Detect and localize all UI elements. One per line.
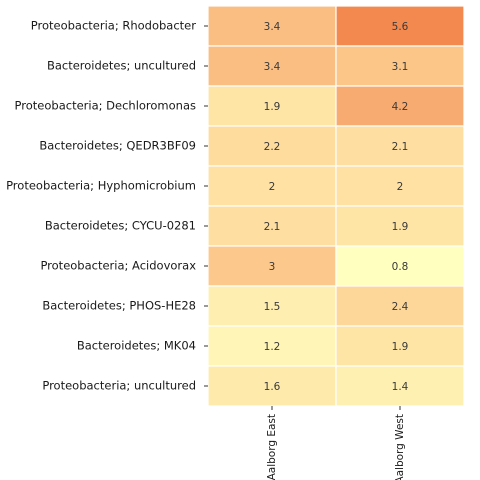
cell-value-label: 1.4 [392, 381, 409, 393]
heatmap-cell [207, 45, 337, 87]
cell-value-label: 1.9 [392, 221, 409, 233]
cell-value-label: 1.2 [264, 341, 281, 353]
heatmap-cell [335, 45, 465, 87]
cell-value-label: 3.4 [264, 61, 281, 73]
y-axis-tick-label: Proteobacteria; Acidovorax [40, 259, 196, 273]
y-axis-tick-label: Bacteroidetes; QEDR3BF09 [39, 139, 196, 153]
cell-value-label: 1.9 [264, 101, 281, 113]
cell-value-label: 2.2 [264, 141, 281, 153]
heatmap-cell [335, 85, 465, 127]
heatmap-cell [335, 325, 465, 367]
cell-value-label: 4.2 [392, 101, 409, 113]
x-axis-tick-label: Aalborg East [266, 414, 278, 480]
heatmap-cell [335, 205, 465, 247]
y-axis-tick-label: Bacteroidetes; MK04 [77, 339, 196, 353]
cell-value-label: 1.6 [264, 381, 281, 393]
cell-value-label: 1.9 [392, 341, 409, 353]
x-axis-tick-label: Aalborg West [394, 414, 406, 480]
cell-value-label: 2.1 [264, 221, 281, 233]
cell-value-label: 5.6 [392, 21, 409, 33]
cell-value-label: 1.5 [264, 301, 281, 313]
cell-value-label: 2 [269, 181, 276, 193]
heatmap-cell [335, 125, 465, 167]
heatmap-cell [335, 5, 465, 47]
cell-value-label: 2 [397, 181, 404, 193]
heatmap-cell [335, 365, 465, 407]
cell-value-label: 3 [269, 261, 276, 273]
y-axis-tick-label: Proteobacteria; uncultured [42, 379, 196, 393]
heatmap-cell [207, 365, 337, 407]
y-axis-tick-label: Bacteroidetes; PHOS-HE28 [42, 299, 196, 313]
heatmap-cell [335, 285, 465, 327]
y-axis-tick-label: Bacteroidetes; uncultured [47, 59, 196, 73]
heatmap-cell [207, 5, 337, 47]
cell-value-label: 2.4 [392, 301, 409, 313]
y-axis-tick-label: Bacteroidetes; CYCU-0281 [45, 219, 196, 233]
heatmap-cell [335, 245, 465, 287]
y-axis-tick-label: Proteobacteria; Rhodobacter [31, 19, 197, 33]
cell-value-label: 3.4 [264, 21, 281, 33]
cell-value-label: 0.8 [392, 261, 409, 273]
y-axis-tick-label: Proteobacteria; Dechloromonas [15, 99, 196, 113]
cell-value-label: 2.1 [392, 141, 409, 153]
heatmap-cell [335, 165, 465, 207]
cell-value-label: 3.1 [392, 61, 409, 73]
y-axis-tick-label: Proteobacteria; Hyphomicrobium [6, 179, 196, 193]
